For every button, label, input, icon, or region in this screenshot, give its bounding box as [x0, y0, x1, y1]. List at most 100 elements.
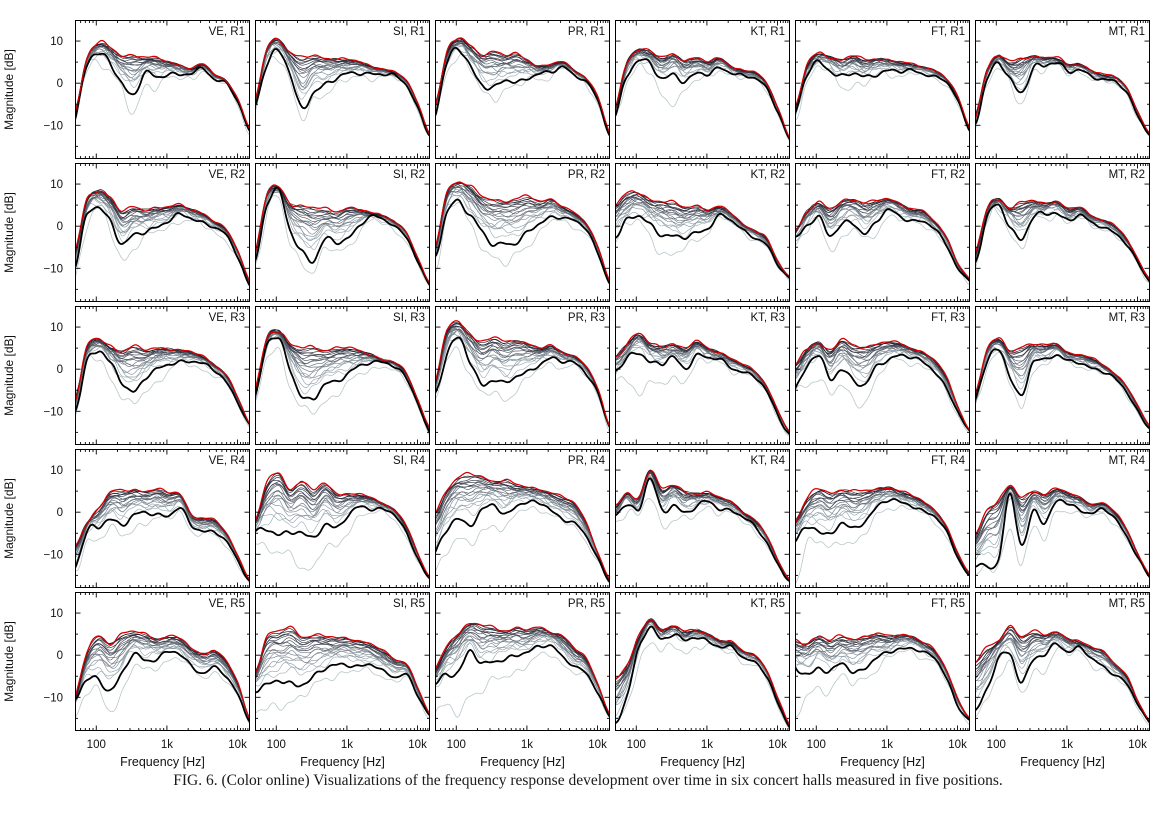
- panel-label: KT, R5: [750, 598, 785, 610]
- intermediate-curve: [615, 472, 790, 581]
- min-curve: [615, 216, 790, 283]
- y-axis-title: Magnitude [dB]: [2, 335, 16, 416]
- envelope-curve: [75, 190, 250, 282]
- intermediate-curve: [255, 494, 430, 579]
- x-axis-labels: 100 1k 10k Frequency [Hz]: [447, 739, 607, 769]
- x-tick-label: 100: [987, 739, 1006, 751]
- intermediate-curve: [615, 52, 790, 139]
- intermediate-curve: [75, 344, 250, 427]
- intermediate-curve: [435, 636, 610, 716]
- intermediate-curve: [435, 329, 610, 428]
- intermediate-curve: [75, 43, 250, 130]
- x-axis-labels: 100 1k 10k Frequency [Hz]: [627, 739, 787, 769]
- panel-FT-R3: FT, R3: [795, 306, 970, 445]
- envelope-curve: [435, 320, 610, 428]
- panel-label: FT, R1: [931, 26, 965, 38]
- envelope-curve: [435, 181, 610, 282]
- intermediate-curve: [795, 639, 970, 720]
- x-tick-label: 10k: [768, 739, 787, 751]
- intermediate-curve: [75, 505, 250, 582]
- envelope-curve: [435, 471, 610, 580]
- intermediate-curve: [435, 637, 610, 716]
- intermediate-curve: [75, 44, 250, 131]
- panel-FT-R1: FT, R1: [795, 20, 970, 159]
- panel-plot-VE-R2: VE, R2: [75, 163, 250, 302]
- envelope-curve: [615, 190, 790, 278]
- intermediate-curve: [75, 341, 250, 425]
- first-window-curve: [255, 505, 430, 580]
- intermediate-curve: [255, 647, 430, 716]
- intermediate-curve: [255, 483, 430, 578]
- x-tick-label: 100: [87, 739, 106, 751]
- x-tick-label: 10k: [408, 739, 427, 751]
- intermediate-curve: [435, 323, 610, 427]
- intermediate-curve: [75, 193, 250, 283]
- first-window-curve: [795, 208, 970, 283]
- panel-label: SI, R5: [393, 598, 425, 610]
- intermediate-curve: [615, 335, 790, 434]
- min-curve: [795, 649, 970, 726]
- intermediate-curve: [255, 644, 430, 716]
- intermediate-curve: [255, 637, 430, 715]
- intermediate-curve: [435, 45, 610, 136]
- intermediate-curve: [255, 497, 430, 580]
- panel-plot-SI-R4: SI, R4: [255, 449, 430, 588]
- panel-plot-PR-R5: PR, R5: [435, 592, 610, 731]
- intermediate-curve: [435, 638, 610, 717]
- intermediate-curve: [75, 203, 250, 285]
- envelope-curve: [795, 51, 970, 129]
- min-curve: [975, 206, 1150, 284]
- intermediate-curve: [435, 330, 610, 429]
- panel-label: VE, R4: [209, 455, 246, 467]
- panel-SI-R1: SI, R1: [255, 20, 430, 159]
- panel-plot-SI-R2: SI, R2: [255, 163, 430, 302]
- first-window-curve: [975, 642, 1150, 724]
- panel-plot-FT-R1: FT, R1: [795, 20, 970, 159]
- panel-label: FT, R5: [931, 598, 965, 610]
- first-window-curve: [75, 52, 250, 133]
- x-tick-label: 100: [447, 739, 466, 751]
- intermediate-curve: [795, 55, 970, 130]
- intermediate-curve: [795, 341, 970, 431]
- panel-plot-PR-R2: PR, R2: [435, 163, 610, 302]
- intermediate-curve: [615, 346, 790, 436]
- min-curve: [615, 498, 790, 583]
- panel-plot-FT-R4: FT, R4: [795, 449, 970, 588]
- first-window-curve: [255, 48, 430, 137]
- panel-plot-MT-R1: MT, R1: [975, 20, 1150, 159]
- intermediate-curve: [435, 338, 610, 428]
- row-gutter-R5: Magnitude [dB] 10 0 −10: [0, 592, 70, 731]
- envelope-curve: [615, 619, 790, 726]
- panel-PR-R3: PR, R3: [435, 306, 610, 445]
- intermediate-curve: [75, 52, 250, 132]
- x-axis-cell-KT: 100 1k 10k Frequency [Hz]: [615, 735, 790, 775]
- first-window-curve: [795, 646, 970, 722]
- x-tick-label: 1k: [521, 739, 533, 751]
- intermediate-curve: [615, 471, 790, 581]
- panel-label: PR, R1: [568, 26, 605, 38]
- intermediate-curve: [75, 44, 250, 130]
- y-axis-gutter: Magnitude [dB] 10 0 −10: [2, 322, 63, 418]
- intermediate-curve: [255, 331, 430, 430]
- intermediate-curve: [435, 497, 610, 582]
- first-window-curve: [975, 348, 1150, 430]
- intermediate-curve: [795, 494, 970, 575]
- intermediate-curve: [615, 472, 790, 582]
- y-tick-label: 10: [50, 322, 63, 334]
- intermediate-curve: [435, 490, 610, 581]
- intermediate-curve: [75, 43, 250, 131]
- panel-label: MT, R1: [1109, 26, 1145, 38]
- min-curve: [435, 506, 610, 584]
- min-curve: [795, 505, 970, 585]
- first-window-curve: [795, 353, 970, 432]
- intermediate-curve: [975, 55, 1150, 135]
- panel-KT-R4: KT, R4: [615, 449, 790, 588]
- panel-VE-R1: VE, R1: [75, 20, 250, 159]
- first-window-curve: [75, 206, 250, 287]
- intermediate-curve: [75, 43, 250, 131]
- envelope-curve: [795, 197, 970, 280]
- panel-label: VE, R2: [209, 169, 245, 181]
- x-tick-label: 1k: [161, 739, 173, 751]
- panel-plot-KT-R4: KT, R4: [615, 449, 790, 588]
